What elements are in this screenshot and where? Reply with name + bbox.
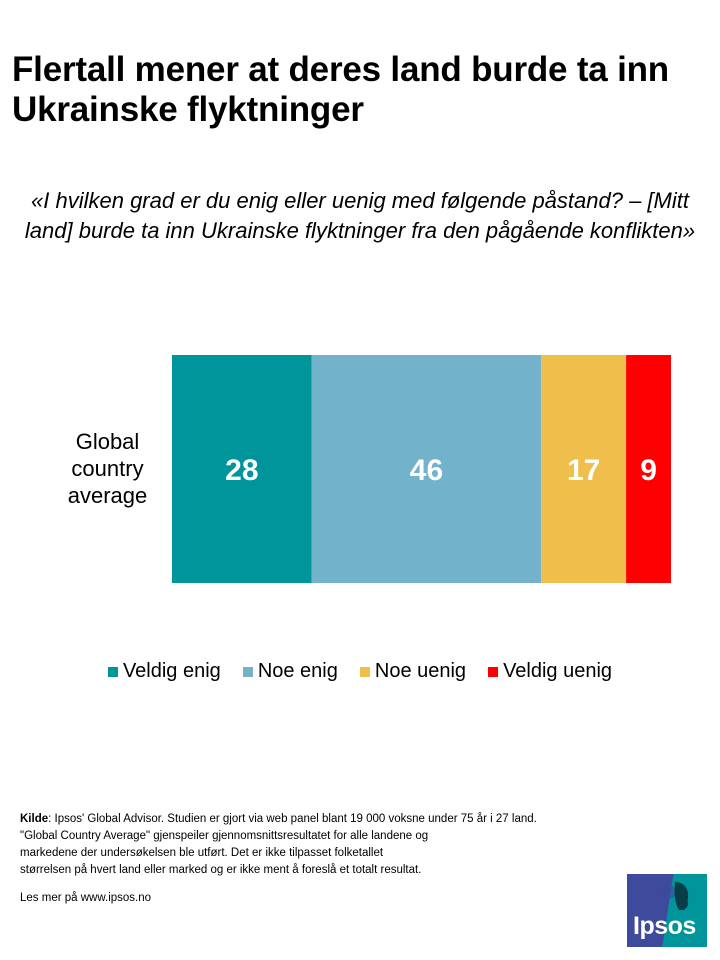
source-note: Kilde: Ipsos' Global Advisor. Studien er… bbox=[20, 811, 620, 879]
logo-text: Ipsos bbox=[633, 912, 696, 940]
legend-item-veldig-uenig: Veldig uenig bbox=[488, 660, 612, 683]
source-line-3: markedene der undersøkelsen ble utført. … bbox=[20, 847, 384, 859]
legend-label: Veldig uenig bbox=[503, 660, 613, 682]
ipsos-logo: Ipsos bbox=[627, 874, 707, 947]
row-label: Global country average bbox=[67, 429, 148, 508]
legend-item-noe-enig: Noe enig bbox=[242, 660, 338, 683]
legend-swatch bbox=[242, 666, 253, 677]
legend: Veldig enig Noe enig Noe uenig Veldig ue… bbox=[0, 660, 720, 683]
legend-swatch bbox=[488, 666, 499, 677]
source-line-4: størrelsen på hvert land eller marked og… bbox=[20, 864, 422, 876]
legend-label: Noe uenig bbox=[374, 660, 467, 682]
data-label-veldig-uenig: 9 bbox=[640, 454, 657, 487]
legend-label: Veldig enig bbox=[122, 660, 221, 682]
source-text: : Ipsos' Global Advisor. Studien er gjor… bbox=[48, 813, 537, 825]
legend-item-noe-uenig: Noe uenig bbox=[359, 660, 467, 683]
source-line-2: "Global Country Average" gjenspeiler gje… bbox=[20, 830, 429, 842]
bar-segment-veldig-uenig bbox=[626, 355, 671, 583]
legend-item-veldig-enig: Veldig enig bbox=[107, 660, 221, 683]
data-label-noe-uenig: 17 bbox=[567, 454, 600, 487]
legend-swatch bbox=[359, 666, 370, 677]
bar-segment-veldig-enig bbox=[172, 355, 312, 583]
logo-head-icon bbox=[662, 882, 689, 910]
legend-swatch bbox=[107, 666, 118, 677]
legend-label: Noe enig bbox=[257, 660, 338, 682]
source-label: Kilde bbox=[20, 813, 49, 825]
source-line-1: Kilde: Ipsos' Global Advisor. Studien er… bbox=[20, 811, 620, 828]
data-label-noe-enig: 46 bbox=[410, 454, 443, 487]
data-label-veldig-enig: 28 bbox=[225, 454, 258, 487]
read-more-link[interactable]: Les mer på www.ipsos.no bbox=[20, 892, 152, 904]
bar-segment-noe-enig bbox=[311, 355, 542, 583]
survey-question: «I hvilken grad er du enig eller uenig m… bbox=[24, 188, 696, 243]
page-title: Flertall mener at deres land burde ta in… bbox=[12, 50, 669, 129]
bar-segment-noe-uenig bbox=[541, 355, 627, 583]
